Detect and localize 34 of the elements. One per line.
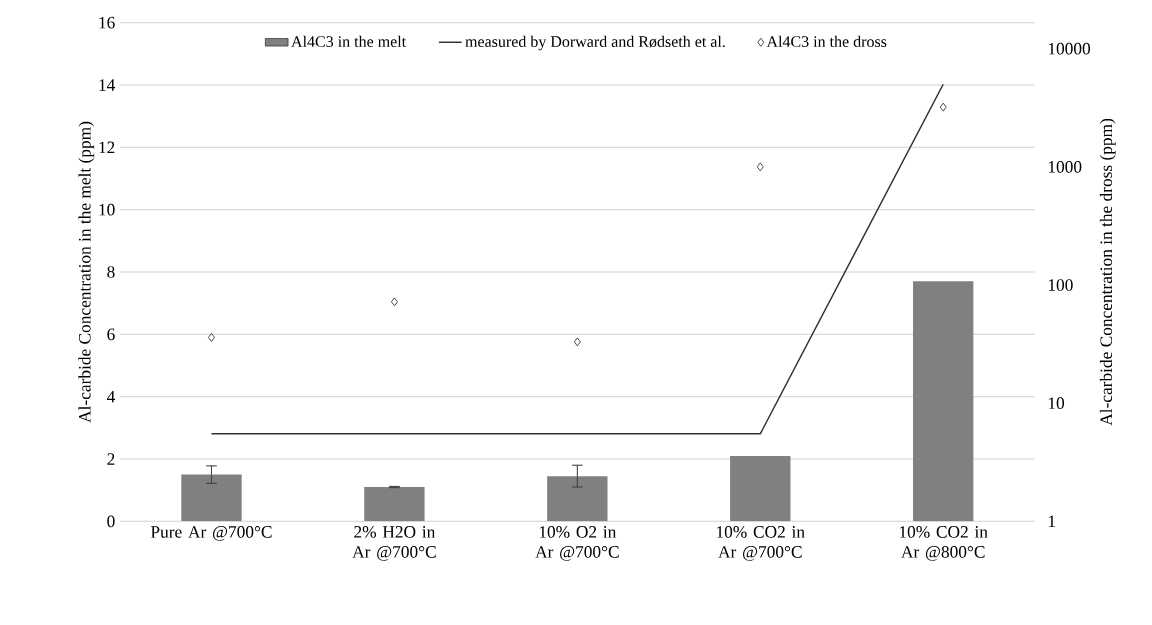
- y-tick-label: 2: [107, 453, 115, 465]
- y-axis-title: Al-carbide Concentration in the melt (ppm): [78, 121, 95, 423]
- y2-tick-label: 1: [1048, 515, 1056, 527]
- bar: [364, 486, 425, 522]
- legend-label: Al4C3 in the dross: [766, 35, 887, 47]
- y-tick-label: 4: [106, 390, 116, 403]
- y-tick-label: 14: [99, 79, 116, 91]
- x-tick-label: 10% O2 in Ar @700°C: [535, 525, 619, 561]
- bar: [547, 475, 608, 522]
- y2-tick-label: 100: [1048, 278, 1073, 291]
- y-tick-label: 16: [99, 16, 115, 29]
- y-tick-label: 6: [107, 328, 115, 340]
- point: [756, 162, 764, 172]
- y2-tick-label: 1000: [1048, 160, 1082, 173]
- point: [573, 337, 581, 347]
- y2-tick-label: 10000: [1048, 42, 1091, 55]
- legend-label: Al4C3 in the melt: [291, 35, 407, 47]
- legend-label: measured by Dorward and Rødseth et al.: [465, 35, 725, 51]
- x-tick-label: 10% CO2 in Ar @700°C: [717, 525, 805, 561]
- point: [208, 332, 215, 342]
- y-tick-label: 12: [99, 141, 115, 153]
- bar: [913, 281, 974, 522]
- x-tick-label: Pure Ar @700°C: [150, 525, 272, 541]
- bar: [181, 474, 242, 522]
- y-tick-label: 8: [107, 266, 115, 278]
- y-tick-label: 10: [99, 203, 115, 216]
- point: [390, 297, 398, 307]
- y2-tick-label: 10: [1048, 397, 1065, 409]
- point: [939, 102, 947, 112]
- x-tick-label: 10% CO2 in Ar @800°C: [899, 525, 988, 561]
- y2-axis-title: Al-carbide Concentration in the dross (ppm): [1099, 118, 1116, 426]
- bar: [730, 455, 791, 522]
- y-tick-label: 0: [107, 515, 115, 528]
- x-tick-label: 2% H2O in Ar @700°C: [352, 525, 436, 561]
